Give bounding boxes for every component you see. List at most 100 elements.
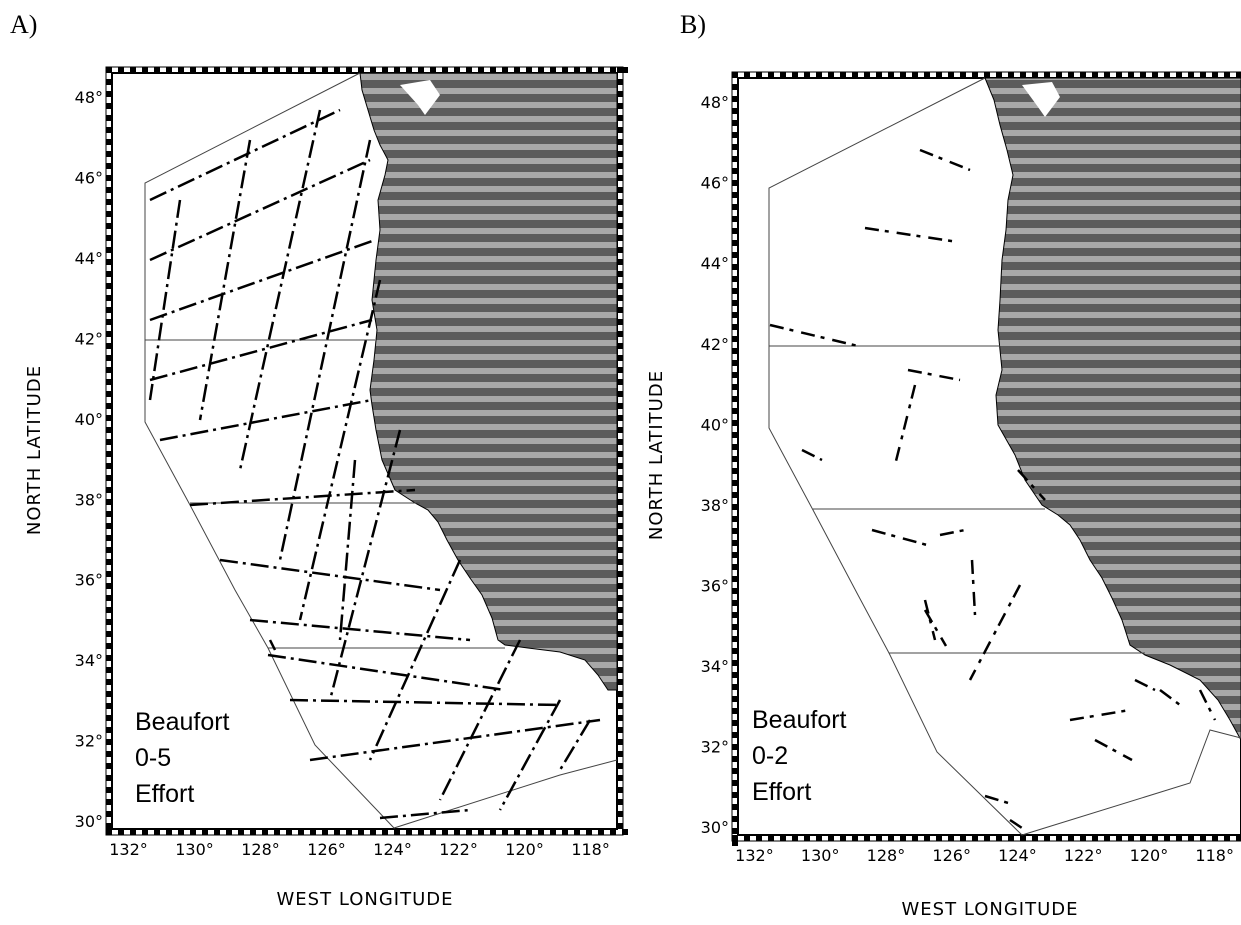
survey-track-segment — [159, 398, 373, 442]
survey-track-segment — [198, 139, 252, 421]
panel-a-letter: A) — [10, 10, 38, 39]
land-mass — [359, 72, 618, 691]
survey-track-segment — [328, 429, 402, 701]
lon-tick-label: 122° — [1064, 846, 1103, 865]
survey-track-segment — [893, 384, 917, 466]
survey-track-segment — [438, 639, 522, 801]
survey-track-segment — [1198, 689, 1217, 721]
lon-tick-label: 130° — [175, 840, 214, 859]
lon-tick-label: 130° — [801, 846, 840, 865]
lat-tick-label: 32° — [701, 737, 729, 756]
survey-track-segment — [149, 238, 376, 322]
lon-tick-label: 132° — [109, 840, 148, 859]
lon-tick-labels: 132° 130° 128° 126° 124° 122° 120° 118° — [735, 846, 1234, 865]
lon-tick-labels: 132° 130° 128° 126° 124° 122° 120° 118° — [109, 840, 610, 859]
legend-line-3: Effort — [752, 778, 811, 806]
puget-sound — [1022, 82, 1060, 117]
lon-tick-label: 122° — [439, 840, 478, 859]
lon-tick-label: 118° — [571, 840, 610, 859]
lat-tick-label: 44° — [701, 254, 729, 273]
survey-track-segment — [149, 158, 371, 262]
survey-track-segment — [801, 448, 823, 462]
survey-track-segment — [368, 559, 462, 761]
lat-tick-label: 36° — [701, 576, 729, 595]
legend-line-3: Effort — [135, 780, 194, 808]
survey-track-segment — [984, 794, 1016, 807]
x-axis-label: WEST LONGITUDE — [277, 889, 454, 910]
lat-tick-label: 38° — [75, 490, 103, 509]
lon-tick-label: 128° — [867, 846, 906, 865]
survey-track-segment — [907, 368, 961, 382]
survey-track-segment — [968, 584, 1022, 681]
survey-track-segment — [1069, 708, 1131, 722]
land-mass — [984, 77, 1241, 741]
lat-tick-label: 40° — [75, 410, 103, 429]
lat-tick-label: 44° — [75, 249, 103, 268]
survey-track-segment — [298, 279, 382, 621]
survey-track-segment — [278, 139, 372, 561]
legend-line-1: Beaufort — [752, 706, 847, 734]
lat-tick-label: 46° — [701, 174, 729, 193]
lat-tick-label: 32° — [75, 732, 103, 751]
survey-track-segment — [871, 528, 928, 547]
lat-tick-label: 38° — [701, 496, 729, 515]
survey-track-segment — [149, 108, 341, 202]
lon-tick-label: 124° — [998, 846, 1037, 865]
lon-tick-label: 118° — [1195, 846, 1234, 865]
survey-tracks — [769, 148, 1217, 832]
survey-track-segment — [1134, 678, 1156, 692]
survey-track-segment — [219, 558, 441, 592]
lat-tick-label: 42° — [701, 335, 729, 354]
lon-tick-label: 124° — [373, 840, 412, 859]
lat-tick-label: 36° — [75, 571, 103, 590]
survey-track-segment — [309, 718, 601, 762]
lon-tick-label: 120° — [505, 840, 544, 859]
lat-tick-labels: 48° 46° 44° 42° 40° 38° 36° 34° 32° 30° — [75, 88, 103, 831]
survey-track-segment — [919, 148, 971, 172]
lon-tick-label: 132° — [735, 846, 774, 865]
lon-tick-label: 128° — [241, 840, 280, 859]
survey-track-segment — [268, 639, 277, 651]
survey-track-segment — [1159, 689, 1181, 706]
survey-track-segment — [379, 808, 471, 820]
legend-line-2: 0-5 — [135, 744, 171, 772]
survey-track-segment — [1094, 738, 1133, 762]
survey-track-segment — [1017, 469, 1046, 501]
legend-line-2: 0-2 — [752, 742, 788, 770]
lon-tick-label: 120° — [1130, 846, 1169, 865]
puget-sound — [400, 80, 440, 115]
lat-tick-label: 48° — [701, 93, 729, 112]
survey-track-segment — [148, 199, 182, 401]
survey-track-segment — [769, 323, 859, 348]
map-panel-b: 48°46°44°42°40°38°36°34°32°30° 132° 130° 1… — [646, 71, 1241, 920]
lat-tick-label: 30° — [75, 812, 103, 831]
lat-tick-label: 34° — [701, 657, 729, 676]
survey-track-segment — [923, 599, 937, 641]
lat-tick-label: 40° — [701, 415, 729, 434]
survey-tracks — [148, 108, 601, 820]
lon-tick-label: 126° — [307, 840, 346, 859]
survey-track-segment — [249, 618, 471, 642]
survey-track-segment — [970, 559, 977, 616]
survey-track-segment — [498, 699, 562, 811]
panel-b-letter: B) — [680, 10, 706, 39]
survey-track-segment — [189, 488, 416, 507]
x-axis-label: WEST LONGITUDE — [902, 899, 1079, 920]
lat-tick-label: 46° — [75, 169, 103, 188]
survey-track-segment — [1009, 818, 1026, 832]
lon-tick-label: 126° — [932, 846, 971, 865]
lat-tick-label: 42° — [75, 329, 103, 348]
survey-track-segment — [149, 318, 373, 382]
y-axis-label: NORTH LATITUDE — [24, 365, 45, 535]
survey-track-segment — [558, 719, 592, 771]
lat-tick-label: 30° — [701, 818, 729, 837]
survey-track-segment — [267, 653, 506, 692]
survey-track-segment — [923, 609, 948, 647]
lat-tick-labels: 48° 46° 44° 42° 40° 38° 36° 34° 32° 30° — [701, 93, 729, 837]
survey-track-segment — [939, 528, 966, 537]
survey-track-segment — [289, 698, 561, 707]
legend-line-1: Beaufort — [135, 708, 230, 736]
y-axis-label: NORTH LATITUDE — [646, 370, 667, 540]
map-panel-a: 48°46°44°42°40°38°36°34°32°30° 132° 130° 1… — [24, 66, 628, 910]
lat-tick-label: 34° — [75, 651, 103, 670]
